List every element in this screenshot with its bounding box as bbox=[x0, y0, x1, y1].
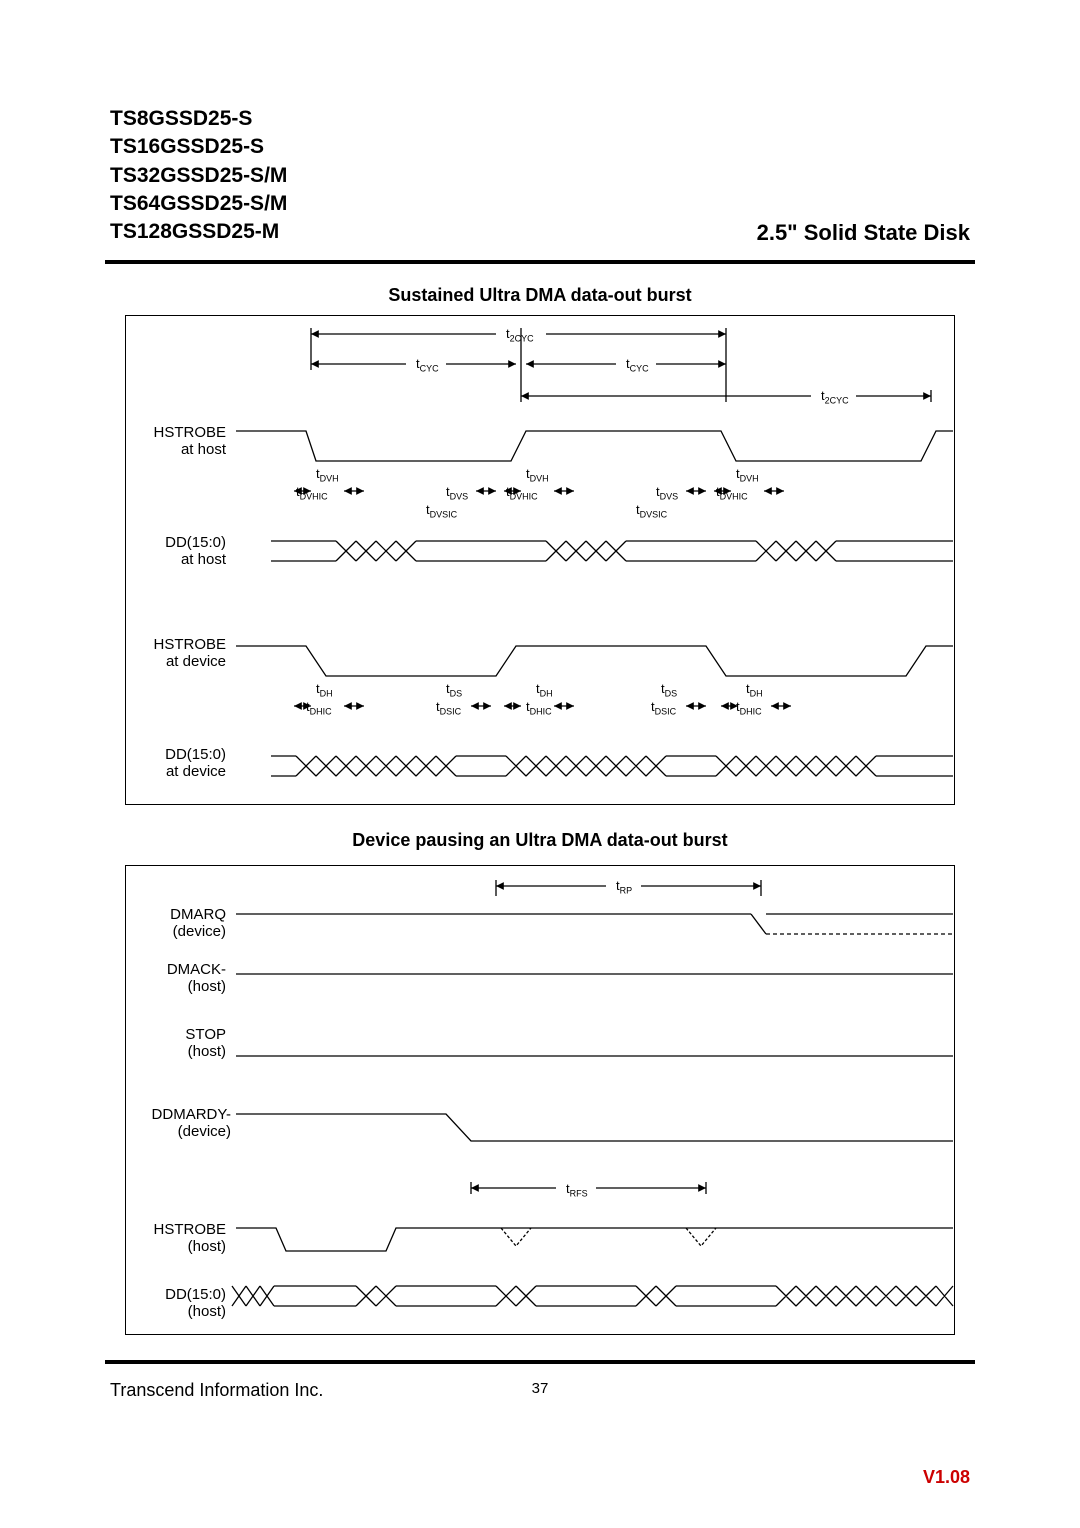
diagram1: HSTROBE at host DD(15:0) at host HSTROBE… bbox=[125, 315, 955, 805]
page-title: 2.5" Solid State Disk bbox=[757, 220, 970, 246]
d2-svg bbox=[126, 866, 956, 1336]
footer-version: V1.08 bbox=[923, 1467, 970, 1488]
model-list: TS8GSSD25-S TS16GSSD25-S TS32GSSD25-S/M … bbox=[110, 105, 287, 247]
model-5: TS128GSSD25-M bbox=[110, 218, 287, 246]
model-2: TS16GSSD25-S bbox=[110, 133, 287, 161]
header-rule bbox=[105, 260, 975, 264]
diagram1-caption: Sustained Ultra DMA data-out burst bbox=[0, 285, 1080, 306]
model-3: TS32GSSD25-S/M bbox=[110, 162, 287, 190]
diagram2-caption: Device pausing an Ultra DMA data-out bur… bbox=[0, 830, 1080, 851]
footer-rule bbox=[105, 1360, 975, 1364]
d1-svg bbox=[126, 316, 956, 806]
model-1: TS8GSSD25-S bbox=[110, 105, 287, 133]
model-4: TS64GSSD25-S/M bbox=[110, 190, 287, 218]
footer-company: Transcend Information Inc. bbox=[110, 1380, 323, 1401]
footer-page: 37 bbox=[532, 1380, 549, 1397]
diagram2: DMARQ (device) DMACK- (host) STOP (host)… bbox=[125, 865, 955, 1335]
